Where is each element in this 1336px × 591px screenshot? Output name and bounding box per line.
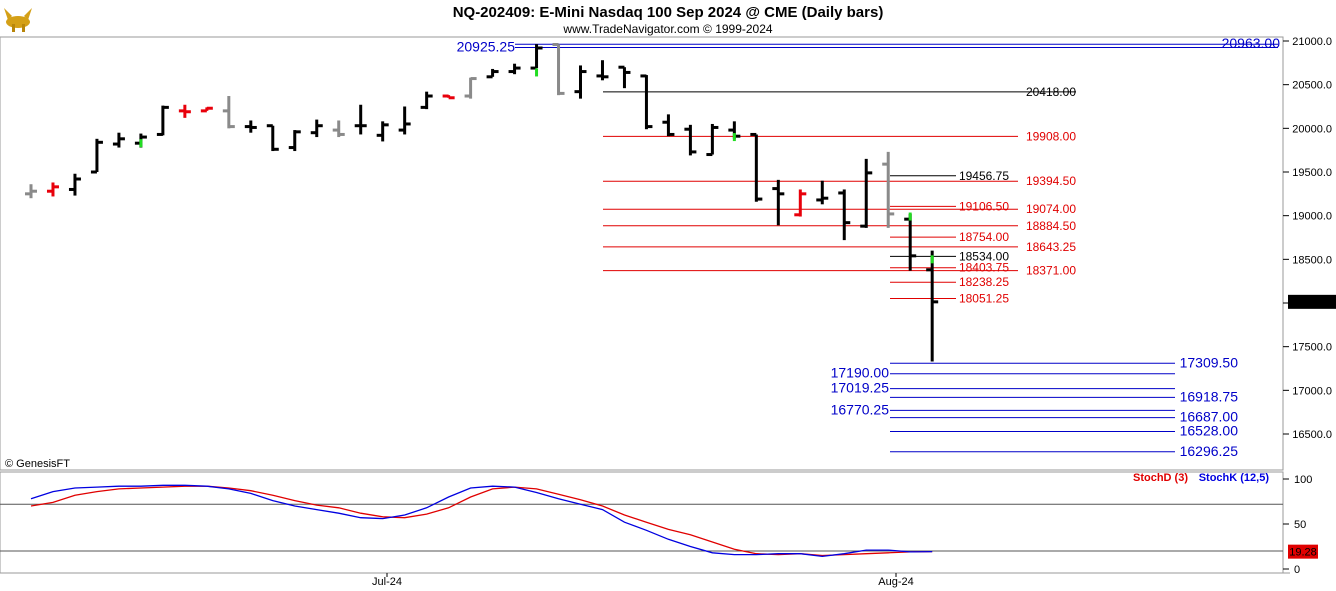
price-bar [662, 114, 675, 137]
level-label: 16918.75 [1180, 388, 1239, 404]
price-bar [530, 44, 543, 70]
level-label: 16687.00 [1180, 409, 1239, 425]
price-bar [112, 132, 125, 148]
level-label: 18403.75 [959, 261, 1009, 275]
price-bar [310, 119, 323, 138]
price-bar [420, 91, 433, 110]
x-tick-label: Aug-24 [878, 576, 913, 588]
price-bar [266, 124, 279, 152]
price-bar [508, 63, 521, 75]
price-tick-label: 21000.0 [1292, 36, 1332, 48]
level-label: 18884.50 [1026, 219, 1076, 233]
level-label: 16770.25 [831, 401, 890, 417]
level-label: 18051.25 [959, 292, 1009, 306]
price-bar [684, 124, 697, 156]
price-bar [706, 123, 719, 157]
level-label: 18371.00 [1026, 264, 1076, 278]
price-bar [926, 250, 939, 362]
price-bar [772, 179, 785, 226]
stoch-d-legend: StochD (3) [1133, 472, 1188, 484]
price-bar [46, 182, 59, 197]
level-label: 19074.00 [1026, 202, 1076, 216]
price-tick-label: 20000.0 [1292, 123, 1332, 135]
stoch-d-line [30, 485, 933, 557]
watermark: © GenesisFT [5, 458, 70, 470]
price-bar [464, 77, 477, 99]
level-label: 18643.25 [1026, 240, 1076, 254]
price-bar [750, 132, 763, 202]
level-label: 19456.75 [959, 169, 1009, 183]
price-bar [68, 173, 81, 196]
stoch-tick-label: 0 [1294, 564, 1300, 576]
price-panel-frame [0, 36, 1284, 471]
price-bar [552, 42, 565, 96]
level-label: 16528.00 [1180, 423, 1239, 439]
price-tick-label: 17000.0 [1292, 385, 1332, 397]
price-bar [332, 120, 345, 138]
price-bar [904, 213, 917, 271]
price-bar [25, 184, 37, 199]
level-label: 20963.00 [1222, 35, 1281, 51]
price-tick-label: 16500.0 [1292, 429, 1332, 441]
price-bar [354, 104, 367, 135]
stoch-k-line [30, 484, 933, 558]
price-bar [574, 65, 587, 99]
level-label: 18534.00 [959, 249, 1009, 263]
level-label: 17190.00 [831, 365, 890, 381]
level-label: 16296.25 [1180, 443, 1239, 459]
price-bar [596, 60, 609, 81]
stoch-panel-frame [0, 471, 1284, 574]
stoch-value-label: 19.28 [1289, 547, 1317, 559]
price-bar [816, 180, 829, 205]
price-bar [376, 121, 389, 142]
stoch-tick-label: 50 [1294, 519, 1306, 531]
stoch-tick-label: 100 [1294, 474, 1312, 486]
level-label: 19394.50 [1026, 174, 1076, 188]
price-bar [882, 151, 895, 228]
price-bar [860, 158, 873, 228]
bull-logo-icon [4, 8, 32, 32]
price-bar [178, 104, 191, 118]
price-tick-label: 18500.0 [1292, 254, 1332, 266]
x-tick-label: Jul-24 [372, 576, 402, 588]
level-label: 19908.00 [1026, 129, 1076, 143]
price-bar [398, 106, 411, 135]
price-bar [640, 74, 653, 130]
level-label: 18238.25 [959, 275, 1009, 289]
stoch-value-badge [1288, 544, 1318, 559]
chart-title: NQ-202409: E-Mini Nasdaq 100 Sep 2024 @ … [453, 4, 884, 21]
level-label: 20418.00 [1026, 85, 1076, 99]
price-bar [486, 68, 499, 79]
price-tick-label: 20500.0 [1292, 80, 1332, 92]
price-bar [288, 130, 301, 152]
price-bar [222, 96, 235, 129]
level-label: 17309.50 [1180, 354, 1239, 370]
price-bar [200, 106, 213, 113]
price-bar [244, 120, 257, 133]
stoch-k-legend: StochK (12,5) [1199, 472, 1270, 484]
price-tick-label: 19000.0 [1292, 211, 1332, 223]
level-label: 17019.25 [831, 380, 890, 396]
level-label: 19106.50 [959, 199, 1009, 213]
price-bar [838, 189, 851, 241]
price-bar [90, 138, 103, 174]
price-bar [794, 189, 807, 217]
last-price-badge [1288, 294, 1336, 309]
price-bar [156, 105, 169, 136]
level-label: 18754.00 [959, 230, 1009, 244]
price-bar [442, 94, 455, 100]
chart-subtitle: www.TradeNavigator.com © 1999-2024 [562, 22, 772, 36]
level-label: 20925.25 [457, 39, 516, 55]
price-tick-label: 17500.0 [1292, 342, 1332, 354]
price-tick-label: 19500.0 [1292, 167, 1332, 179]
last-price-label: 18013.25 [1289, 297, 1335, 309]
price-bar [618, 65, 631, 89]
